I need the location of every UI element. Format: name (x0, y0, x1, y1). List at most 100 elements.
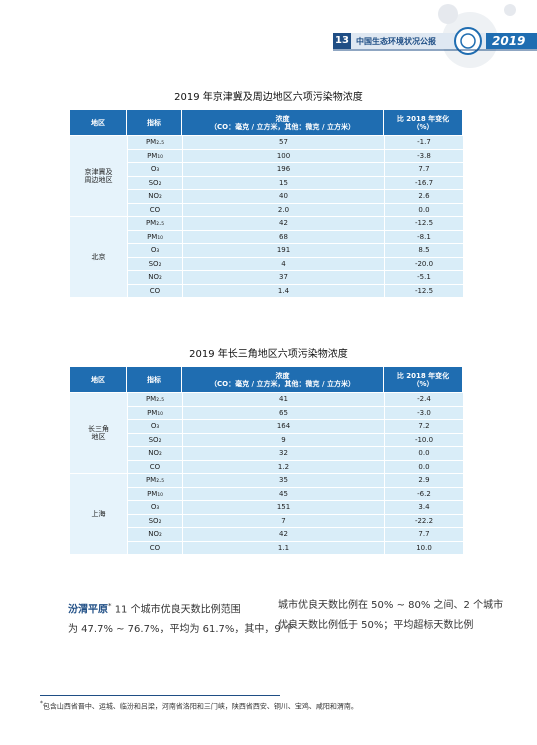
table-cell: 196 (182, 163, 384, 177)
table-cell: 57 (182, 136, 384, 150)
header-cell: 比 2018 年变化 （%） (384, 110, 463, 135)
table-cell: 35 (182, 474, 384, 488)
body-line: 11 个城市优良天数比例范围 (114, 604, 241, 616)
table-cell: 3.4 (384, 501, 463, 515)
table-cell: 0.0 (384, 203, 463, 217)
header-text: （CO：毫克 / 立方米，其他：微克 / 立方米） (210, 379, 355, 388)
table-cell: 7.2 (384, 420, 463, 434)
region-text: 京津冀及 (84, 168, 113, 176)
header-cell: 地区 (70, 110, 127, 135)
header-cell: 指标 (127, 110, 182, 135)
table-cell: 1.1 (182, 541, 384, 555)
body-mark: * (108, 602, 112, 610)
page-number: 13 (335, 35, 349, 46)
table-cell: PM₂.₅ (127, 474, 182, 488)
table-cell: 42 (182, 217, 384, 231)
table-cell: PM₁₀ (127, 487, 182, 501)
table-cell: O₃ (127, 420, 182, 434)
table-cell: NO₂ (127, 271, 182, 285)
table-cell: 100 (182, 149, 384, 163)
header-cell: 指标 (127, 367, 182, 392)
table-cell: 164 (182, 420, 384, 434)
table-cell: 42 (182, 528, 384, 542)
table-cell: -12.5 (384, 284, 463, 298)
table-cell: NO₂ (127, 190, 182, 204)
table-cell: O₃ (127, 244, 182, 258)
table-cell: 9 (182, 433, 384, 447)
header-cell: 浓度 （CO：毫克 / 立方米，其他：微克 / 立方米） (182, 110, 384, 135)
region-cell: 长三角 地区 (70, 393, 127, 474)
table-cell: 2.9 (384, 474, 463, 488)
table-cell: NO₂ (127, 528, 182, 542)
table-cell: PM₁₀ (127, 230, 182, 244)
header-text: 比 2018 年变化 (396, 114, 450, 123)
table-cell: SO₂ (127, 433, 182, 447)
header-cell: 比 2018 年变化 （%） (384, 367, 463, 392)
table-cell: 7.7 (384, 528, 463, 542)
table-cell: O₃ (127, 163, 182, 177)
region-cell: 北京 (70, 217, 127, 298)
table-cell: 151 (182, 501, 384, 515)
table-cell: 1.4 (182, 284, 384, 298)
table-cell: -1.7 (384, 136, 463, 150)
region-text: 上海 (91, 510, 106, 518)
table-cell: -3.0 (384, 406, 463, 420)
table-cell: 37 (182, 271, 384, 285)
region-cell: 上海 (70, 474, 127, 555)
region-cell: 京津冀及 周边地区 (70, 136, 127, 217)
body-line: 为 47.7% ~ 76.7%，平均为 61.7%，其中，9 个 (68, 624, 294, 636)
table-title: 2019 年京津冀及周边地区六项污染物浓度 (174, 92, 363, 103)
table-cell: -10.0 (384, 433, 463, 447)
region-text: 周边地区 (84, 176, 113, 184)
table-cell: -12.5 (384, 217, 463, 231)
region-text: 长三角 (88, 425, 109, 433)
table-cell: -2.4 (384, 393, 463, 407)
table-cell: -22.2 (384, 514, 463, 528)
table-cell: -16.7 (384, 176, 463, 190)
header-text: （%） (412, 379, 434, 388)
table-cell: 7 (182, 514, 384, 528)
table-cell: PM₁₀ (127, 406, 182, 420)
body-line: 优良天数比例低于 50%；平均超标天数比例 (278, 620, 474, 631)
table-cell: 1.2 (182, 460, 384, 474)
table-cell: 191 (182, 244, 384, 258)
table-cell: 4 (182, 257, 384, 271)
body-heading: 汾渭平原 (68, 604, 108, 616)
table-cell: CO (127, 203, 182, 217)
region-text: 地区 (91, 433, 106, 441)
header-text: 浓度 (275, 371, 290, 380)
region-text: 北京 (91, 253, 106, 261)
header-cell: 地区 (70, 367, 127, 392)
table-cell: -3.8 (384, 149, 463, 163)
header-cell: 浓度 （CO：毫克 / 立方米，其他：微克 / 立方米） (182, 367, 384, 392)
footnote-rule (40, 695, 280, 696)
body-right: 城市优良天数比例在 50% ~ 80% 之间、2 个城市 优良天数比例低于 50… (278, 596, 503, 636)
table-cell: PM₂.₅ (127, 136, 182, 150)
footnote-text: 包含山西省晋中、运城、临汾和吕梁，河南省洛阳和三门峡，陕西省西安、铜川、宝鸡、咸… (42, 702, 358, 711)
table-cell: SO₂ (127, 257, 182, 271)
table-cell: -20.0 (384, 257, 463, 271)
table-cell: 68 (182, 230, 384, 244)
table-cell: 40 (182, 190, 384, 204)
table-cell: 41 (182, 393, 384, 407)
body-line: 城市优良天数比例在 50% ~ 80% 之间、2 个城市 (278, 600, 504, 611)
table-cell: NO₂ (127, 447, 182, 461)
table-cell: 10.0 (384, 541, 463, 555)
body-left: 汾渭平原* 11 个城市优良天数比例范围 为 47.7% ~ 76.7%，平均为… (68, 596, 294, 640)
table-cell: 15 (182, 176, 384, 190)
table-cell: 32 (182, 447, 384, 461)
table-cell: 7.7 (384, 163, 463, 177)
table-cell: -8.1 (384, 230, 463, 244)
table-cell: O₃ (127, 501, 182, 515)
table-cell: 2.0 (182, 203, 384, 217)
header-text: 浓度 (275, 114, 290, 123)
footnote: *包含山西省晋中、运城、临汾和吕梁，河南省洛阳和三门峡，陕西省西安、铜川、宝鸡、… (40, 701, 358, 711)
table-cell: -6.2 (384, 487, 463, 501)
table-cell: PM₂.₅ (127, 217, 182, 231)
table-cell: CO (127, 460, 182, 474)
table-cell: SO₂ (127, 514, 182, 528)
header-text: 指标 (147, 375, 161, 384)
table-cell: PM₂.₅ (127, 393, 182, 407)
header-text: （CO：毫克 / 立方米，其他：微克 / 立方米） (210, 122, 355, 131)
table-cell: PM₁₀ (127, 149, 182, 163)
